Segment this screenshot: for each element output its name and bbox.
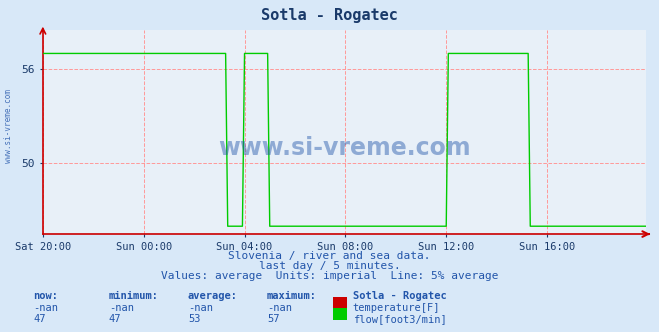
Text: now:: now: [33,291,58,301]
Text: -nan: -nan [267,303,292,313]
Text: maximum:: maximum: [267,291,317,301]
Text: minimum:: minimum: [109,291,159,301]
Text: Sotla - Rogatec: Sotla - Rogatec [261,8,398,23]
Text: Sotla - Rogatec: Sotla - Rogatec [353,291,446,301]
Text: last day / 5 minutes.: last day / 5 minutes. [258,261,401,271]
Text: -nan: -nan [109,303,134,313]
Text: flow[foot3/min]: flow[foot3/min] [353,314,446,324]
Text: 53: 53 [188,314,200,324]
Text: 47: 47 [109,314,121,324]
Text: www.si-vreme.com: www.si-vreme.com [218,136,471,160]
Text: Slovenia / river and sea data.: Slovenia / river and sea data. [228,251,431,261]
Text: www.si-vreme.com: www.si-vreme.com [4,89,13,163]
Text: average:: average: [188,291,238,301]
Text: temperature[F]: temperature[F] [353,303,440,313]
Text: 47: 47 [33,314,45,324]
Text: Values: average  Units: imperial  Line: 5% average: Values: average Units: imperial Line: 5%… [161,271,498,281]
Text: -nan: -nan [33,303,58,313]
Text: -nan: -nan [188,303,213,313]
Text: 57: 57 [267,314,279,324]
